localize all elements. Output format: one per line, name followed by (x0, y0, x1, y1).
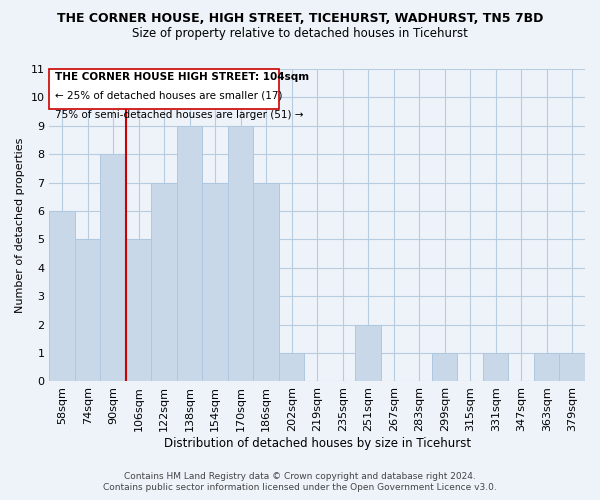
Bar (559, 353, 585, 382)
Bar (75, 240, 100, 382)
Bar (126, 240, 151, 382)
Bar (253, 182, 279, 382)
Bar (355, 324, 381, 382)
Bar (483, 353, 508, 382)
Bar (534, 353, 559, 382)
Text: 75% of semi-detached houses are larger (51) →: 75% of semi-detached houses are larger (… (55, 110, 303, 120)
Text: THE CORNER HOUSE, HIGH STREET, TICEHURST, WADHURST, TN5 7BD: THE CORNER HOUSE, HIGH STREET, TICEHURST… (57, 12, 543, 26)
Bar (151, 182, 177, 382)
Text: ← 25% of detached houses are smaller (17): ← 25% of detached houses are smaller (17… (55, 91, 282, 101)
Bar (100, 154, 126, 382)
Text: Size of property relative to detached houses in Ticehurst: Size of property relative to detached ho… (132, 28, 468, 40)
FancyBboxPatch shape (49, 69, 279, 109)
Text: Contains public sector information licensed under the Open Government Licence v3: Contains public sector information licen… (103, 484, 497, 492)
Bar (228, 126, 253, 382)
Bar (177, 126, 202, 382)
Bar (202, 182, 228, 382)
Bar (432, 353, 457, 382)
Y-axis label: Number of detached properties: Number of detached properties (15, 138, 25, 313)
X-axis label: Distribution of detached houses by size in Ticehurst: Distribution of detached houses by size … (164, 437, 471, 450)
Bar (49, 211, 75, 382)
Text: THE CORNER HOUSE HIGH STREET: 104sqm: THE CORNER HOUSE HIGH STREET: 104sqm (55, 72, 309, 82)
Bar (279, 353, 304, 382)
Text: Contains HM Land Registry data © Crown copyright and database right 2024.: Contains HM Land Registry data © Crown c… (124, 472, 476, 481)
